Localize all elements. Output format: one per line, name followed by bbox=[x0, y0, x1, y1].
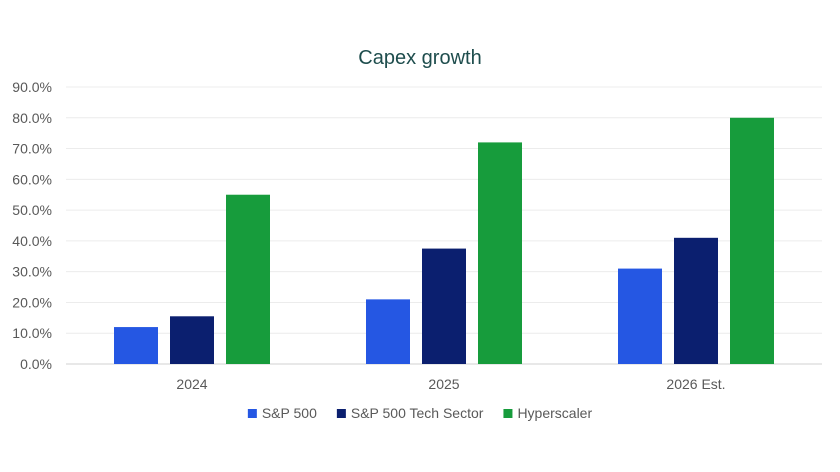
bar-hyperscaler-2024 bbox=[226, 194, 270, 364]
legend-swatch-s-p-500-tech-sector bbox=[336, 409, 346, 418]
legend: S&P 500 S&P 500 Tech Sector Hyperscaler bbox=[247, 405, 592, 421]
y-tick-label: 0.0% bbox=[20, 356, 52, 372]
y-tick-label: 10.0% bbox=[12, 325, 52, 341]
y-tick-label: 40.0% bbox=[12, 233, 52, 249]
legend-label-hyperscaler: Hyperscaler bbox=[517, 405, 592, 421]
legend-swatch-s-p-500 bbox=[247, 409, 257, 418]
y-tick-label: 20.0% bbox=[12, 294, 52, 310]
y-tick-label: 70.0% bbox=[12, 141, 52, 157]
y-tick-label: 60.0% bbox=[12, 171, 52, 187]
bars bbox=[114, 117, 774, 365]
bar-s-p-500-2025 bbox=[366, 299, 410, 364]
bar-hyperscaler-2025 bbox=[478, 142, 522, 364]
y-axis-tick-labels: 0.0% 10.0% 20.0% 30.0% 40.0% 50.0% 60.0% 70.0% 8… bbox=[12, 79, 52, 372]
bar-s-p-500-tech-sector-2024 bbox=[170, 316, 214, 364]
y-tick-label: 90.0% bbox=[12, 79, 52, 95]
y-tick-label: 50.0% bbox=[12, 202, 52, 218]
chart-title: Capex growth bbox=[358, 47, 481, 69]
bar-s-p-500-tech-sector-2026-est- bbox=[674, 237, 718, 364]
legend-swatch-hyperscaler bbox=[503, 409, 513, 418]
bar-s-p-500-tech-sector-2025 bbox=[422, 248, 466, 364]
y-tick-label: 30.0% bbox=[12, 264, 52, 280]
bar-s-p-500-2024 bbox=[114, 327, 158, 364]
legend-label-s-p-500-tech-sector: S&P 500 Tech Sector bbox=[351, 405, 484, 421]
bar-hyperscaler-2026-est- bbox=[730, 117, 774, 365]
legend-label-s-p-500: S&P 500 bbox=[262, 405, 317, 421]
bar-s-p-500-2026-est- bbox=[618, 268, 662, 364]
x-tick-label: 2024 bbox=[176, 376, 207, 392]
y-tick-label: 80.0% bbox=[12, 110, 52, 126]
x-tick-label: 2025 bbox=[428, 376, 459, 392]
x-axis-tick-labels: 2024 2025 2026 Est. bbox=[176, 376, 725, 392]
x-tick-label: 2026 Est. bbox=[666, 376, 725, 392]
